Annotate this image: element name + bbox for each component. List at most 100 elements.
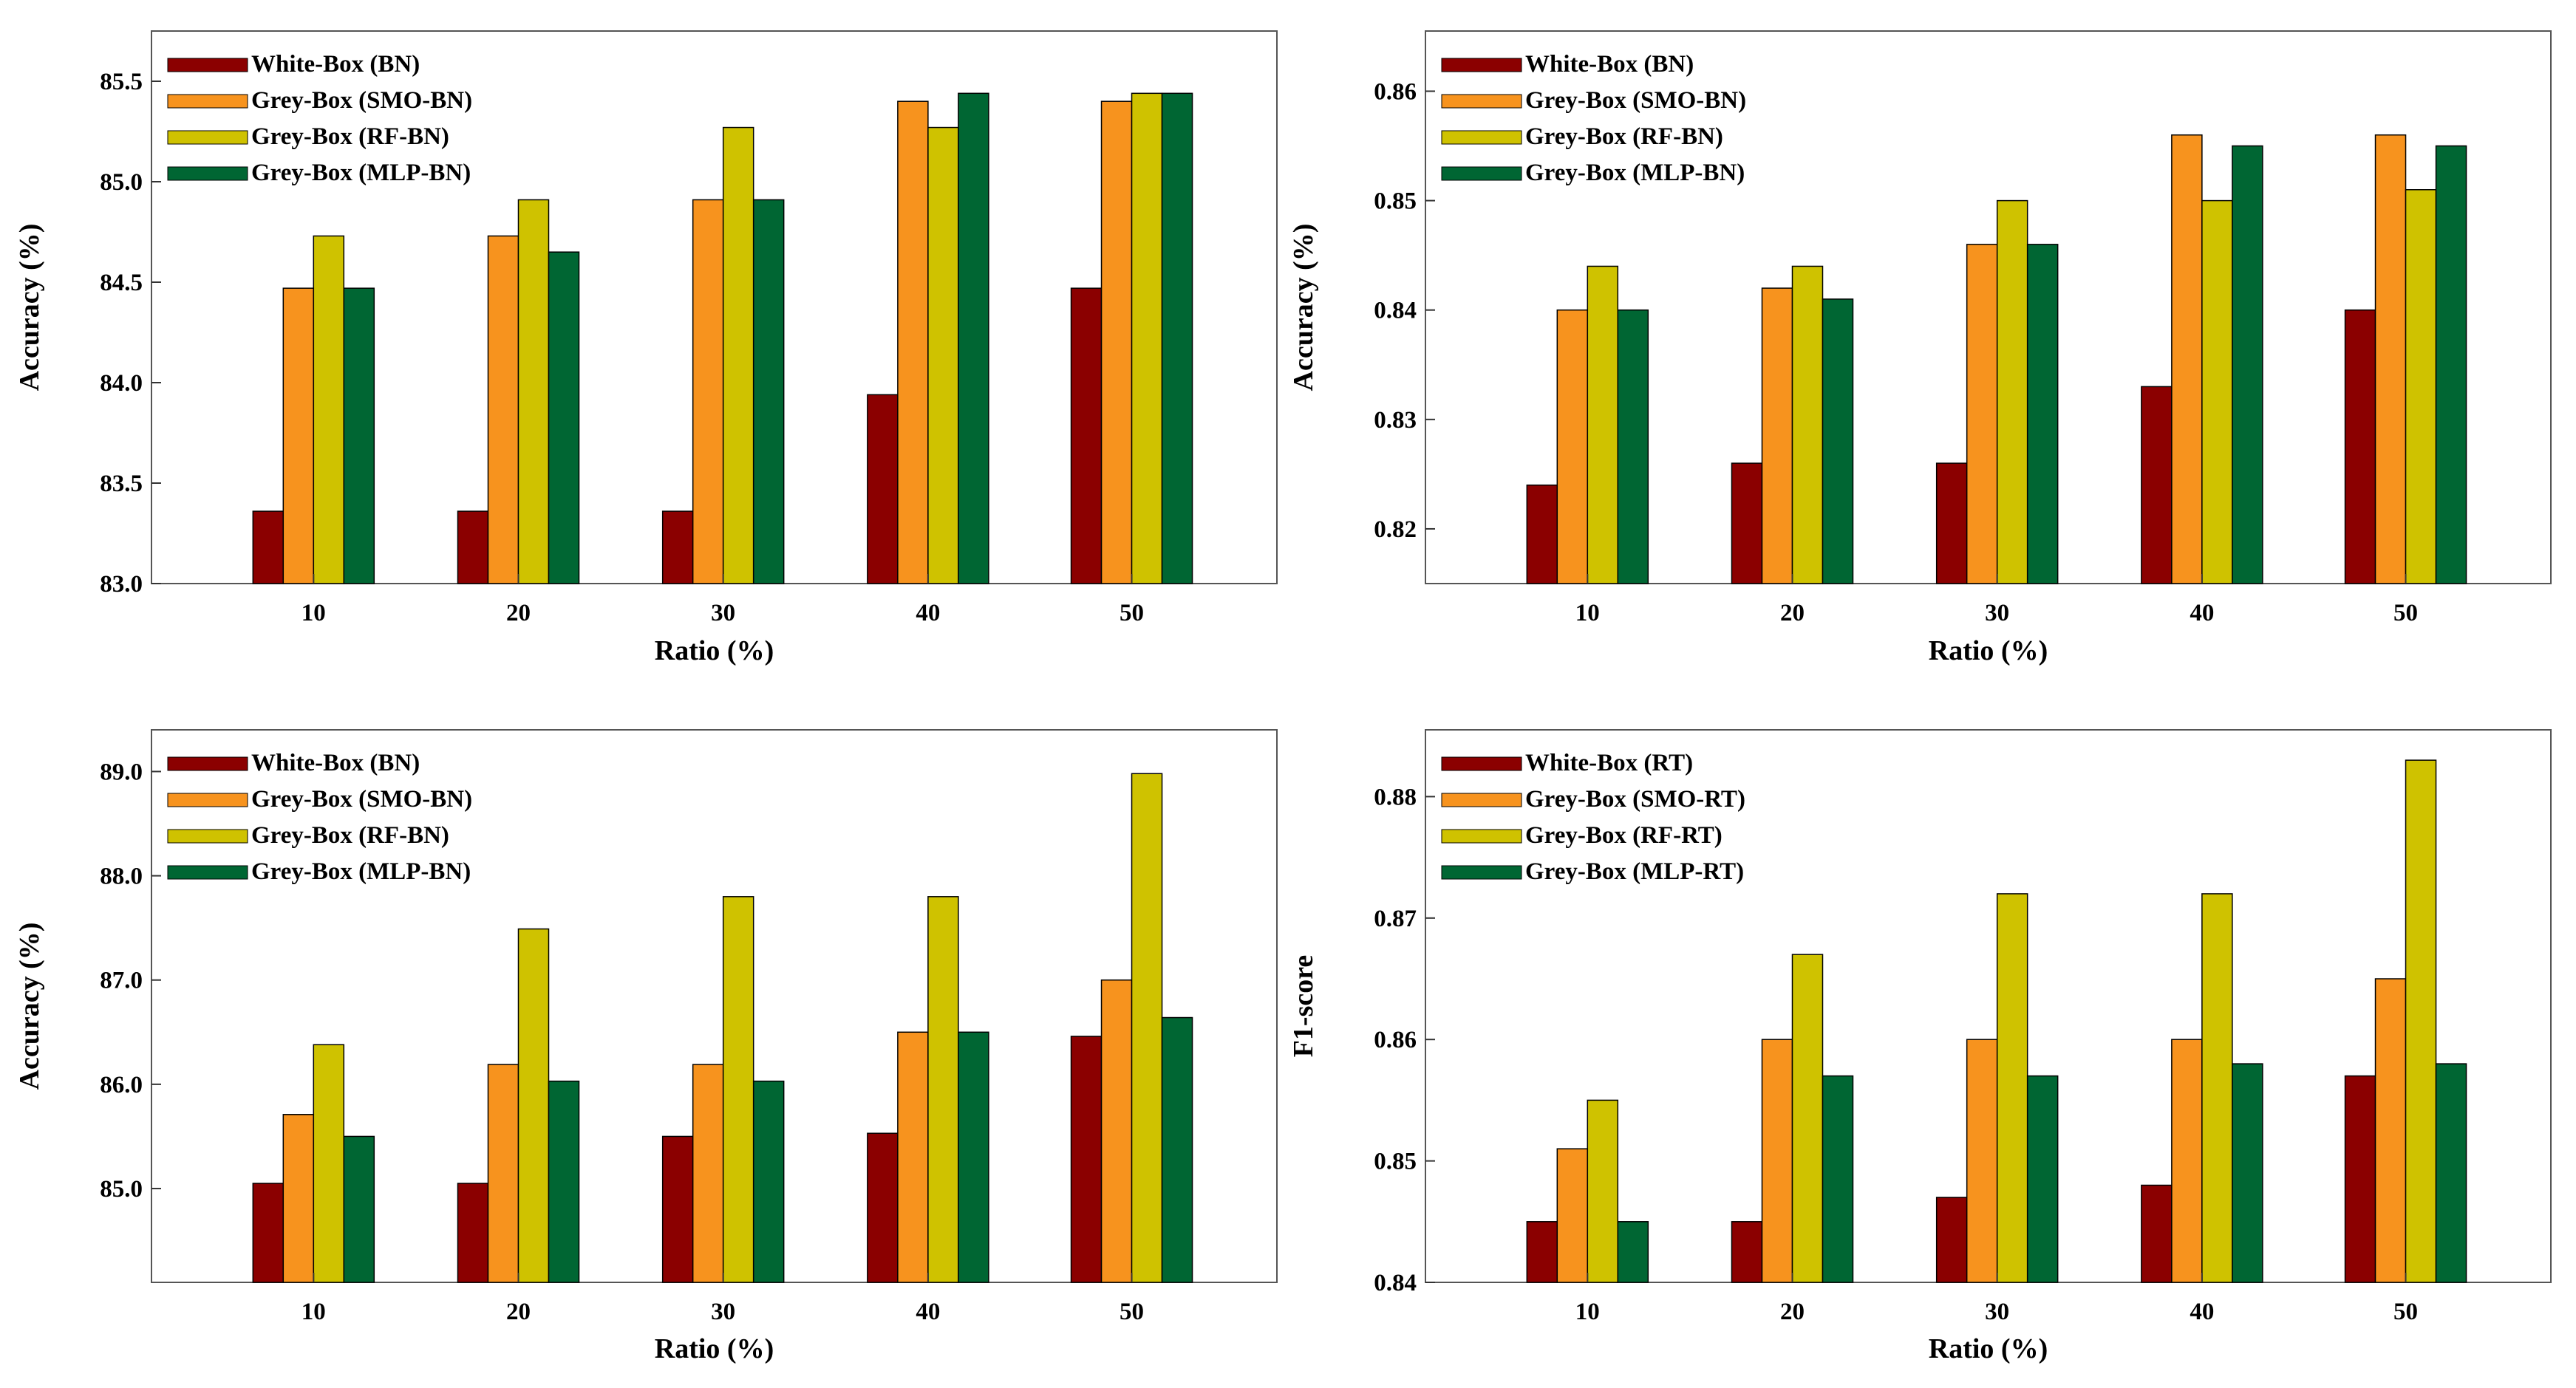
y-tick-label: 85.0 [100, 1176, 143, 1203]
legend-label: Grey-Box (SMO-BN) [251, 786, 472, 813]
x-tick-label: 30 [1985, 600, 2009, 626]
bar-grey-box-smo-10 [1556, 1148, 1589, 1283]
bar-grey-box-smo-20 [487, 1064, 519, 1283]
bar-grey-box-smo-40 [2171, 134, 2203, 584]
bar-grey-box-smo-30 [692, 199, 724, 584]
bar-grey-box-smo-30 [1966, 244, 1998, 584]
bar-white-box-10 [252, 510, 284, 584]
x-tick-label: 10 [301, 600, 326, 626]
legend-swatch [1441, 166, 1522, 181]
bar-grey-box-mlp-20 [548, 1080, 580, 1283]
legend: White-Box (BN) Grey-Box (SMO-BN) Grey-Box … [1441, 51, 1746, 186]
bar-grey-box-rf-30 [1996, 893, 2028, 1283]
legend-label: Grey-Box (SMO-RT) [1525, 786, 1745, 813]
chart-panel-4: 0.84 0.85 0.86 0.87 0.88 10 20 30 40 50 Ratio (%) F… [1288, 729, 2552, 1364]
bar-white-box-30 [661, 510, 694, 584]
bar-grey-box-rf-50 [1131, 773, 1163, 1283]
bar-white-box-10 [1526, 484, 1558, 584]
y-tick-label: 86.0 [100, 1072, 143, 1098]
x-tick-label: 20 [506, 600, 531, 626]
bar-grey-box-rf-30 [1996, 199, 2028, 584]
bar-grey-box-mlp-50 [1161, 1016, 1193, 1283]
bar-grey-box-rf-10 [1587, 1099, 1619, 1283]
bar-grey-box-rf-40 [2201, 893, 2233, 1283]
legend-label: White-Box (RT) [1525, 750, 1693, 776]
bar-grey-box-rf-20 [1791, 954, 1824, 1283]
y-tick-label: 83.5 [100, 471, 143, 497]
legend-swatch [1441, 865, 1522, 880]
legend-label: White-Box (BN) [251, 51, 420, 78]
bar-white-box-50 [1070, 1036, 1103, 1283]
y-tick-label: 0.86 [1374, 78, 1417, 105]
legend-swatch [1441, 58, 1522, 72]
bar-white-box-40 [2141, 1184, 2173, 1283]
legend-swatch [167, 166, 248, 181]
bar-grey-box-mlp-20 [1822, 298, 1854, 584]
x-tick-label: 40 [916, 600, 940, 626]
bar-grey-box-mlp-30 [2026, 1075, 2059, 1283]
bar-grey-box-mlp-40 [958, 92, 989, 584]
bar-grey-box-rf-40 [927, 896, 959, 1283]
y-tick-label: 0.84 [1374, 1270, 1417, 1296]
bar-grey-box-mlp-50 [1161, 92, 1193, 584]
x-tick-label: 10 [301, 1299, 326, 1325]
bar-grey-box-rf-10 [313, 235, 345, 584]
y-axis-label: Accuracy (%) [14, 923, 45, 1090]
bar-grey-box-rf-20 [517, 199, 550, 584]
bar-white-box-20 [1731, 462, 1763, 584]
y-tick-label: 0.86 [1374, 1027, 1417, 1053]
y-tick-label: 0.87 [1374, 906, 1417, 932]
legend: White-Box (BN) Grey-Box (SMO-BN) Grey-Box … [167, 750, 472, 885]
bar-white-box-30 [1935, 462, 1968, 584]
bar-grey-box-smo-10 [282, 1114, 315, 1283]
bar-white-box-50 [2344, 1075, 2376, 1283]
x-tick-label: 40 [2190, 1299, 2214, 1325]
bar-white-box-20 [457, 510, 489, 584]
chart-panel-2: 0.82 0.83 0.84 0.85 0.86 10 20 30 40 50 Ratio (%) A… [1288, 30, 2552, 666]
x-axis-label: Ratio (%) [655, 1333, 774, 1364]
bar-white-box-50 [2344, 309, 2376, 584]
x-tick-label: 30 [1985, 1299, 2009, 1325]
legend-label: Grey-Box (MLP-RT) [1525, 858, 1744, 885]
bar-white-box-10 [1526, 1221, 1558, 1283]
legend: White-Box (RT) Grey-Box (SMO-RT) Grey-Box … [1441, 750, 1745, 885]
bar-grey-box-rf-10 [313, 1044, 345, 1283]
y-tick-label: 0.85 [1374, 188, 1417, 215]
legend-label: White-Box (BN) [1525, 51, 1694, 78]
legend-swatch [167, 865, 248, 880]
chart-panel-3: 85.0 86.0 87.0 88.0 89.0 10 20 30 40 50 Ratio (%) A… [14, 729, 1278, 1364]
y-tick-label: 88.0 [100, 864, 143, 890]
y-axis-label: Accuracy (%) [1288, 224, 1319, 392]
bar-grey-box-smo-20 [1761, 1039, 1793, 1283]
bar-grey-box-smo-50 [1100, 100, 1133, 584]
bar-grey-box-mlp-40 [958, 1031, 989, 1283]
bar-grey-box-smo-30 [1966, 1039, 1998, 1283]
x-tick-label: 50 [2393, 600, 2418, 626]
legend-swatch [167, 58, 248, 72]
x-tick-label: 20 [1780, 1299, 1805, 1325]
bar-grey-box-rf-50 [2405, 759, 2437, 1283]
x-tick-label: 50 [1120, 1299, 1144, 1325]
legend-label: Grey-Box (RF-RT) [1525, 822, 1723, 849]
bar-grey-box-smo-50 [2374, 978, 2407, 1283]
bar-grey-box-mlp-30 [752, 199, 785, 584]
y-tick-label: 84.5 [100, 270, 143, 296]
x-tick-label: 50 [2393, 1299, 2418, 1325]
bar-grey-box-smo-10 [282, 287, 315, 584]
legend-swatch [167, 756, 248, 771]
x-tick-label: 10 [1575, 600, 1600, 626]
x-tick-label: 40 [2190, 600, 2214, 626]
y-tick-label: 87.0 [100, 968, 143, 994]
legend-label: Grey-Box (RF-BN) [251, 822, 449, 849]
legend-swatch [1441, 94, 1522, 109]
bar-grey-box-mlp-50 [2435, 145, 2467, 584]
x-axis-label: Ratio (%) [655, 635, 774, 666]
bar-grey-box-smo-40 [2171, 1039, 2203, 1283]
bar-white-box-10 [252, 1183, 284, 1283]
legend-swatch [1441, 130, 1522, 145]
bar-grey-box-rf-40 [927, 126, 959, 584]
chart-panel-1: 83.0 83.5 84.0 84.5 85.0 85.5 10 20 30 40 50 Ratio … [14, 30, 1278, 666]
y-tick-label: 0.82 [1374, 516, 1417, 543]
